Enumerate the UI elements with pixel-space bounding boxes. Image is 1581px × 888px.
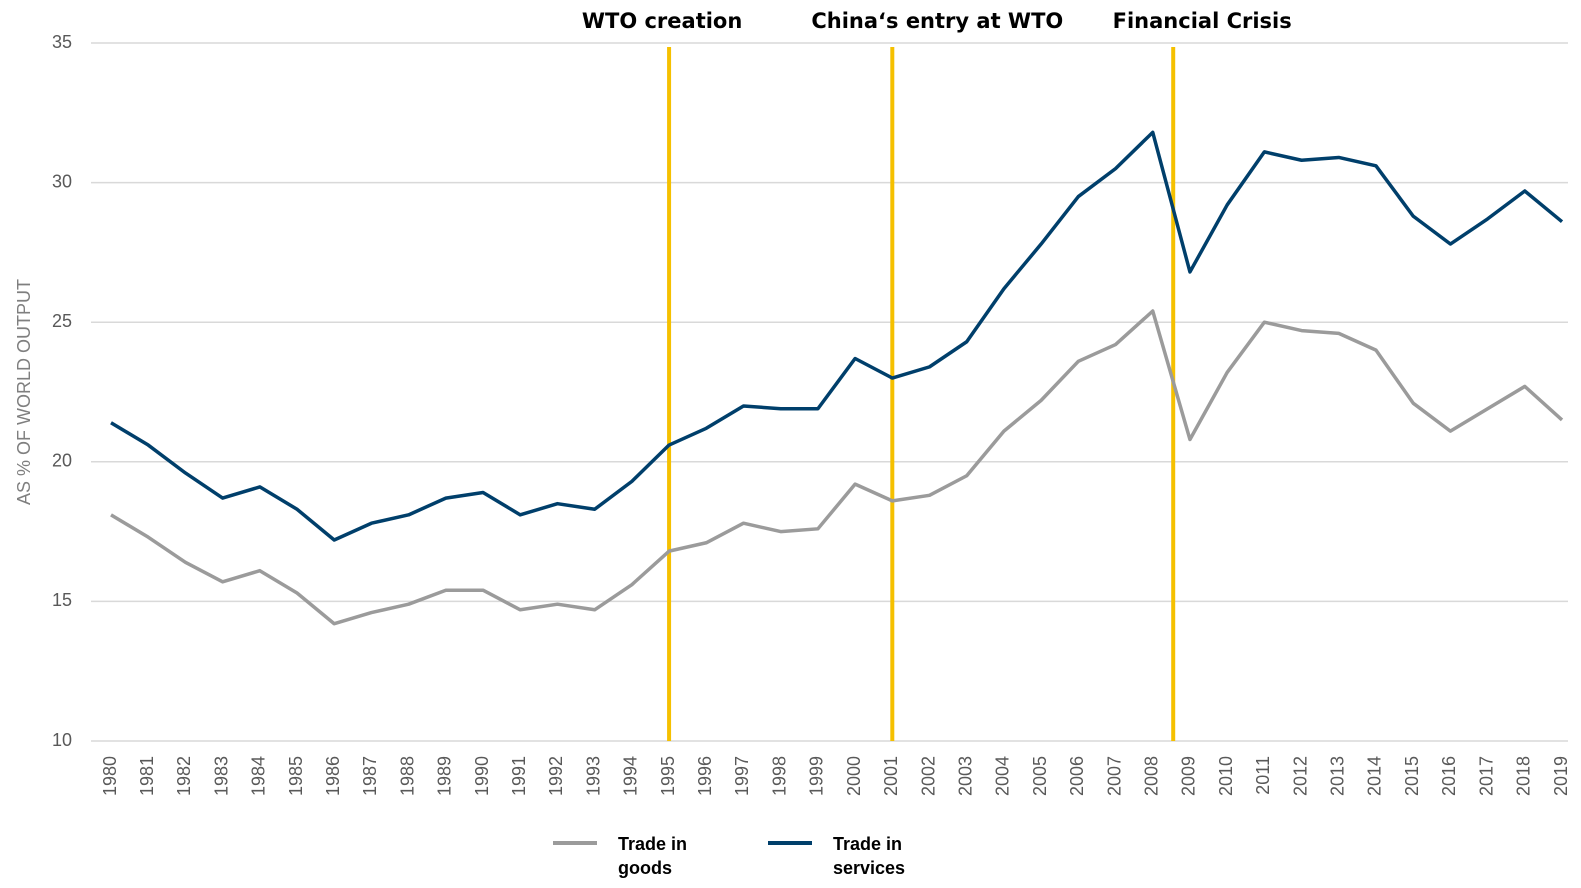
x-tick-label: 1994 (621, 756, 641, 796)
x-tick-label: 1999 (807, 756, 827, 796)
line-series (110, 309, 1564, 626)
x-tick-label: 1981 (137, 756, 157, 796)
annotation-label: WTO creation (582, 9, 742, 33)
y-tick-label: 10 (52, 730, 72, 750)
x-tick-label: 1980 (100, 756, 120, 796)
x-tick-label: 1995 (658, 756, 678, 796)
line-series (110, 130, 1564, 542)
x-tick-label: 1982 (174, 756, 194, 796)
legend-label: Trade in goods (618, 834, 688, 878)
y-tick-label: 15 (52, 590, 72, 610)
x-tick-label: 2017 (1476, 756, 1496, 796)
x-tick-label: 2019 (1551, 756, 1571, 796)
x-tick-label: 1990 (472, 756, 492, 796)
y-tick-label: 20 (52, 451, 72, 471)
x-tick-label: 2007 (1104, 756, 1124, 796)
y-tick-label: 35 (52, 32, 72, 52)
x-tick-label: 1987 (360, 756, 380, 796)
x-tick-label: 2006 (1067, 756, 1087, 796)
x-tick-label: 1996 (695, 756, 715, 796)
x-tick-label: 1997 (732, 756, 752, 796)
legend-item: Trade in services (768, 832, 933, 880)
x-tick-label: 2010 (1216, 756, 1236, 796)
x-tick-label: 2009 (1179, 756, 1199, 796)
legend-swatch (768, 841, 812, 845)
x-tick-label: 1992 (546, 756, 566, 796)
x-tick-label: 1991 (509, 756, 529, 796)
x-tick-label: 1983 (211, 756, 231, 796)
x-tick-label: 2002 (918, 756, 938, 796)
x-tick-label: 2018 (1514, 756, 1534, 796)
legend-label: Trade in services (833, 834, 906, 878)
x-tick-label: 2000 (844, 756, 864, 796)
x-tick-label: 2016 (1439, 756, 1459, 796)
y-axis-title: AS % OF WORLD OUTPUT (14, 279, 34, 505)
x-tick-label: 2012 (1290, 756, 1310, 796)
x-tick-label: 1986 (323, 756, 343, 796)
x-tick-label: 1988 (397, 756, 417, 796)
x-tick-label: 1989 (435, 756, 455, 796)
x-tick-label: 2003 (955, 756, 975, 796)
x-tick-label: 2011 (1253, 756, 1273, 795)
x-tick-label: 1993 (583, 756, 603, 796)
y-tick-label: 30 (52, 171, 72, 191)
x-tick-label: 1984 (249, 756, 269, 796)
x-tick-label: 2004 (993, 756, 1013, 796)
x-tick-label: 2014 (1365, 756, 1385, 796)
x-tick-label: 2005 (1030, 756, 1050, 796)
y-tick-label: 25 (52, 311, 72, 331)
x-tick-label: 2001 (881, 756, 901, 796)
annotation-label: China‘s entry at WTO (811, 9, 1063, 33)
legend-swatch (553, 841, 597, 845)
x-tick-label: 2008 (1141, 756, 1161, 796)
x-tick-label: 1985 (286, 756, 306, 796)
legend-item: Trade in goods (553, 832, 718, 880)
x-tick-label: 1998 (769, 756, 789, 796)
x-tick-label: 2013 (1328, 756, 1348, 796)
annotation-label: Financial Crisis (1113, 9, 1292, 33)
x-tick-label: 2015 (1402, 756, 1422, 796)
